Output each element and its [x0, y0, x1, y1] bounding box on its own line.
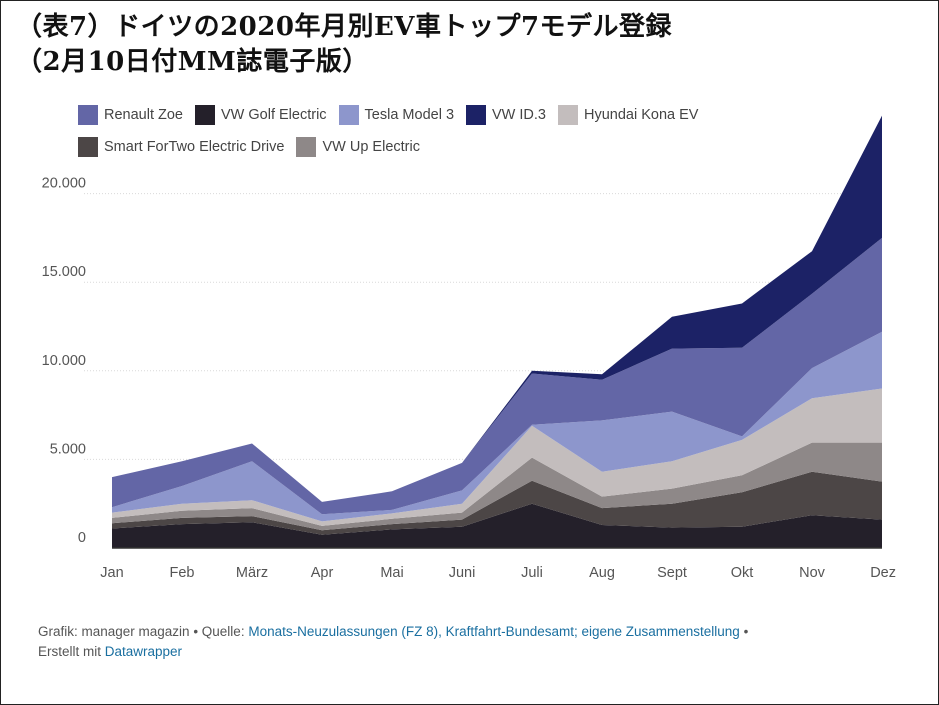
series-area-vw-golf-electric [112, 503, 882, 548]
legend-label: Smart ForTwo Electric Drive [104, 139, 285, 155]
x-tick-label: Sept [657, 565, 687, 581]
legend-label: VW Golf Electric [221, 107, 327, 123]
legend-item: VW Golf Electric [195, 104, 327, 126]
legend-item: Tesla Model 3 [338, 104, 455, 126]
x-tick-label: Okt [731, 565, 754, 581]
legend-label: VW Up Electric [322, 139, 420, 155]
figure-title: （表7）ドイツの2020年月別EV車トップ7モデル登録 （2月10日付MM誌電子… [16, 10, 916, 80]
legend-label: Hyundai Kona EV [584, 107, 699, 123]
chart-footer: Grafik: manager magazin • Quelle: Monats… [38, 622, 918, 662]
legend-swatch [466, 105, 487, 125]
legend-item: Hyundai Kona EV [558, 104, 698, 126]
y-tick-label: 20.000 [42, 176, 86, 192]
legend-swatch [338, 105, 359, 125]
legend-swatch [195, 105, 215, 125]
legend-item: Smart ForTwo Electric Drive [78, 136, 284, 158]
legend-swatch [78, 105, 98, 125]
x-tick-label: Juli [521, 565, 543, 581]
title-line-1: （表7）ドイツの2020年月別EV車トップ7モデル登録 [16, 12, 673, 42]
legend-label: VW ID.3 [492, 107, 546, 123]
legend-swatch [296, 137, 317, 157]
legend-item: Renault Zoe [78, 104, 183, 126]
series-area-smart-fortwo-electric-drive [112, 471, 882, 535]
series-area-vw-up-electric [112, 442, 882, 531]
x-tick-label: März [236, 565, 268, 581]
legend-swatch [558, 105, 578, 125]
y-tick-label: 5.000 [50, 441, 86, 457]
x-tick-label: Apr [311, 565, 334, 581]
legend-label: Renault Zoe [104, 107, 183, 123]
y-tick-label: 15.000 [42, 264, 86, 280]
datawrapper-link[interactable]: Datawrapper [104, 644, 183, 659]
series-area-tesla-model-3 [112, 331, 882, 522]
x-tick-label: Dez [870, 565, 896, 581]
y-tick-label: 10.000 [42, 353, 86, 369]
legend-label: Tesla Model 3 [364, 107, 455, 123]
x-tick-label: Feb [170, 565, 195, 581]
legend-item: VW ID.3 [466, 104, 546, 126]
x-tick-label: Jan [100, 565, 123, 581]
footer-line-2: Erstellt mit Datawrapper [38, 642, 918, 662]
footer-created-with: Erstellt mit [38, 644, 105, 659]
x-tick-label: Aug [589, 565, 615, 581]
title-line-2: （2月10日付MM誌電子版） [16, 47, 369, 77]
legend-item: VW Up Electric [296, 136, 420, 158]
series-area-renault-zoe [112, 237, 882, 515]
footer-line-1: Grafik: manager magazin • Quelle: Monats… [38, 622, 918, 642]
y-tick-label: 0 [78, 530, 86, 546]
x-tick-label: Juni [449, 565, 476, 581]
x-tick-label: Mai [380, 565, 403, 581]
series-area-hyundai-kona-ev [112, 388, 882, 526]
chart-legend: Renault Zoe VW Golf Electric Tesla Model… [78, 104, 838, 158]
source-link[interactable]: Monats-Neuzulassungen (FZ 8), Kraftfahrt… [248, 624, 740, 639]
series-area-vw-id-3 [112, 115, 882, 502]
legend-swatch [78, 137, 98, 157]
footer-prefix: Grafik: manager magazin • Quelle: [38, 624, 249, 639]
footer-separator: • [739, 624, 749, 639]
x-tick-label: Nov [799, 565, 826, 581]
